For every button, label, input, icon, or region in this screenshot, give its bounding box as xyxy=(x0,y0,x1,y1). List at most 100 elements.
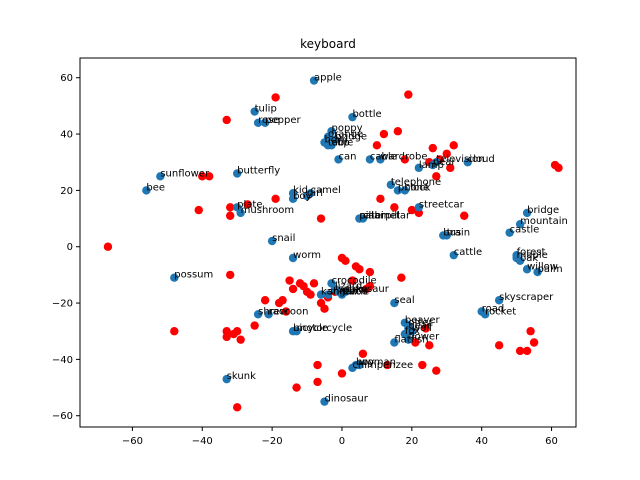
point-label: clock xyxy=(405,182,431,193)
labeled-point xyxy=(376,155,385,164)
labels-layer: appletuliprosepepperbottlepoppyorangebri… xyxy=(146,73,567,405)
red-point xyxy=(278,296,287,305)
point-label: bee xyxy=(146,182,165,193)
red-point xyxy=(281,307,291,316)
x-tick-label: 0 xyxy=(339,436,345,447)
point-label: snake xyxy=(338,284,367,295)
red-point xyxy=(432,366,441,375)
point-label: shrew xyxy=(328,287,358,298)
labeled-point xyxy=(309,76,319,85)
red-point xyxy=(271,194,280,204)
red-point xyxy=(460,211,469,220)
labeled-point xyxy=(480,310,490,319)
labeled-point xyxy=(320,397,329,406)
labeled-point xyxy=(522,208,532,218)
labeled-point xyxy=(515,219,525,229)
point-label: motorcycle xyxy=(297,323,353,334)
point-label: can xyxy=(338,151,356,162)
labeled-point xyxy=(316,290,326,299)
point-label: castle xyxy=(510,225,540,236)
red-point xyxy=(103,242,113,251)
red-point xyxy=(372,141,382,150)
labeled-point xyxy=(515,256,525,266)
red-point xyxy=(421,324,431,333)
red-point xyxy=(313,377,322,387)
labeled-point xyxy=(334,155,343,164)
labeled-point xyxy=(292,327,301,336)
labeled-point xyxy=(236,208,245,218)
points-layer xyxy=(103,76,563,412)
red-point xyxy=(432,172,441,181)
red-point xyxy=(271,93,280,102)
point-label: cloud xyxy=(468,154,495,165)
labeled-point xyxy=(232,169,242,178)
x-tick-label: −60 xyxy=(122,436,143,447)
red-point xyxy=(337,369,347,378)
chart-title: keyboard xyxy=(300,37,356,51)
point-label: dinosaur xyxy=(325,394,369,405)
labeled-point xyxy=(264,310,273,319)
point-label: pepper xyxy=(265,115,301,126)
red-point xyxy=(170,327,179,336)
point-label: possum xyxy=(174,270,213,281)
point-label: streetcar xyxy=(419,199,465,210)
point-label: kangaroo xyxy=(321,287,368,298)
red-point xyxy=(515,346,525,356)
point-label: cabinet xyxy=(363,211,400,222)
x-tick-label: 40 xyxy=(475,436,488,447)
point-label: kid xyxy=(293,185,308,196)
point-label: raccoon xyxy=(269,306,309,317)
point-label: wolf xyxy=(412,323,433,334)
point-label: bus xyxy=(443,227,461,238)
red-point xyxy=(285,276,294,285)
y-tick-label: 20 xyxy=(60,186,73,197)
point-label: worm xyxy=(293,250,321,261)
labeled-point xyxy=(323,290,333,299)
labeled-point xyxy=(365,155,375,164)
red-point xyxy=(379,129,389,139)
red-point xyxy=(306,290,315,299)
red-point xyxy=(313,360,322,370)
point-label: skyscraper xyxy=(499,292,554,303)
x-tick-label: −20 xyxy=(262,436,283,447)
red-point xyxy=(400,155,410,164)
y-tick-label: 60 xyxy=(60,73,73,84)
point-label: forest xyxy=(517,247,546,258)
labeled-point xyxy=(494,296,504,305)
x-tick-label: −40 xyxy=(192,436,213,447)
point-label: willow xyxy=(527,261,558,272)
red-point xyxy=(411,338,420,347)
red-point xyxy=(288,284,298,294)
labeled-point xyxy=(348,112,357,122)
point-label: telephone xyxy=(391,177,441,188)
red-point xyxy=(222,115,231,125)
point-label: rocket xyxy=(485,306,516,317)
point-label: boy xyxy=(356,357,374,368)
point-label: camel xyxy=(311,185,341,196)
point-label: mushroom xyxy=(241,205,295,216)
point-label: caterpillar xyxy=(359,211,411,222)
labeled-point xyxy=(522,265,532,274)
labeled-point xyxy=(288,253,298,263)
point-label: shrew xyxy=(258,306,288,317)
labeled-point xyxy=(355,360,364,370)
x-tick-label: 60 xyxy=(545,436,558,447)
red-point xyxy=(292,383,301,392)
labeled-point xyxy=(250,107,259,116)
point-label: otter xyxy=(408,318,433,329)
labeled-point xyxy=(390,298,399,308)
point-label: table xyxy=(328,137,353,148)
labeled-point xyxy=(533,267,542,277)
x-tick-label: 20 xyxy=(405,436,418,447)
labeled-point xyxy=(463,158,472,167)
red-point xyxy=(383,360,392,370)
point-label: cup xyxy=(331,137,349,148)
labeled-point xyxy=(400,186,410,195)
point-label: boy xyxy=(293,191,311,202)
labeled-point xyxy=(393,186,403,195)
labeled-point xyxy=(253,118,263,127)
red-point xyxy=(407,205,417,215)
point-label: orange xyxy=(328,129,363,140)
point-label: bridge xyxy=(527,205,559,216)
labeled-point xyxy=(442,231,451,240)
